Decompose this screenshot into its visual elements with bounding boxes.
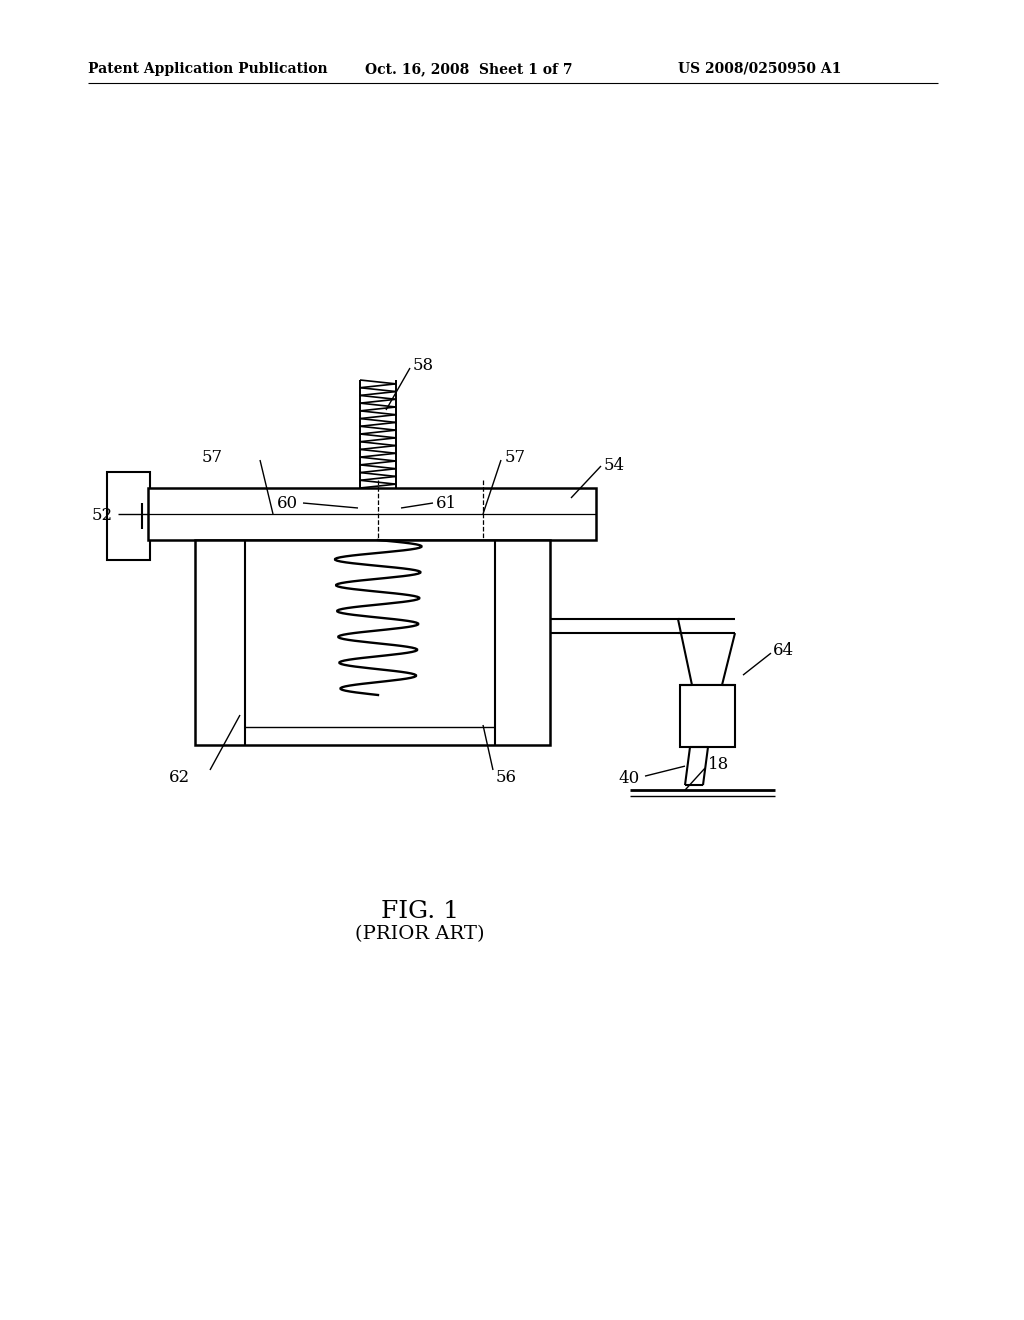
Text: 54: 54	[604, 458, 625, 474]
Text: 62: 62	[169, 768, 190, 785]
Text: FIG. 1: FIG. 1	[381, 900, 459, 923]
Text: 58: 58	[413, 356, 434, 374]
Text: 52: 52	[92, 507, 113, 524]
Text: 64: 64	[773, 642, 795, 659]
Text: Oct. 16, 2008  Sheet 1 of 7: Oct. 16, 2008 Sheet 1 of 7	[365, 62, 572, 77]
Bar	[195, 540, 550, 744]
Text: US 2008/0250950 A1: US 2008/0250950 A1	[678, 62, 842, 77]
Text: 40: 40	[618, 770, 640, 787]
Bar	[148, 488, 596, 540]
Text: 60: 60	[276, 495, 298, 511]
Bar	[680, 685, 735, 747]
Text: 57: 57	[505, 450, 526, 466]
Text: 61: 61	[436, 495, 457, 511]
Text: 56: 56	[496, 768, 517, 785]
Text: 18: 18	[708, 755, 729, 772]
Bar	[106, 473, 150, 560]
Text: 57: 57	[202, 450, 223, 466]
Text: Patent Application Publication: Patent Application Publication	[88, 62, 328, 77]
Text: (PRIOR ART): (PRIOR ART)	[355, 925, 484, 942]
